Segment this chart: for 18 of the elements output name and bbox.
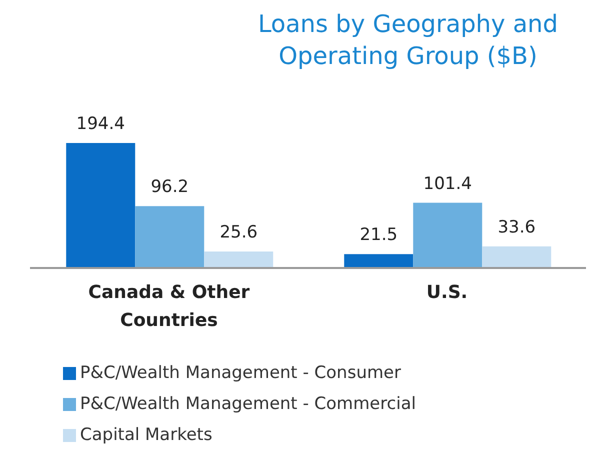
bar [482,246,552,268]
x-tick-label: U.S. [426,282,468,303]
data-label: 101.4 [423,174,472,194]
data-label: 96.2 [150,177,189,198]
bar [135,206,204,268]
data-label: 21.5 [360,225,398,246]
bar [413,202,482,268]
legend-label: P&C/Wealth Management - Commercial [80,393,416,416]
data-label: 194.4 [76,114,125,134]
chart-title: Loans by Geography and Operating Group ($B) [256,9,560,72]
bar [66,143,136,268]
legend-label: P&C/Wealth Management - Consumer [80,362,401,385]
x-tick-label: Canada & Other Countries [88,282,250,331]
legend-label: Capital Markets [80,424,212,447]
bar [344,254,414,268]
data-label: 33.6 [498,217,536,238]
data-label: 25.6 [220,222,258,243]
bar [204,252,274,268]
